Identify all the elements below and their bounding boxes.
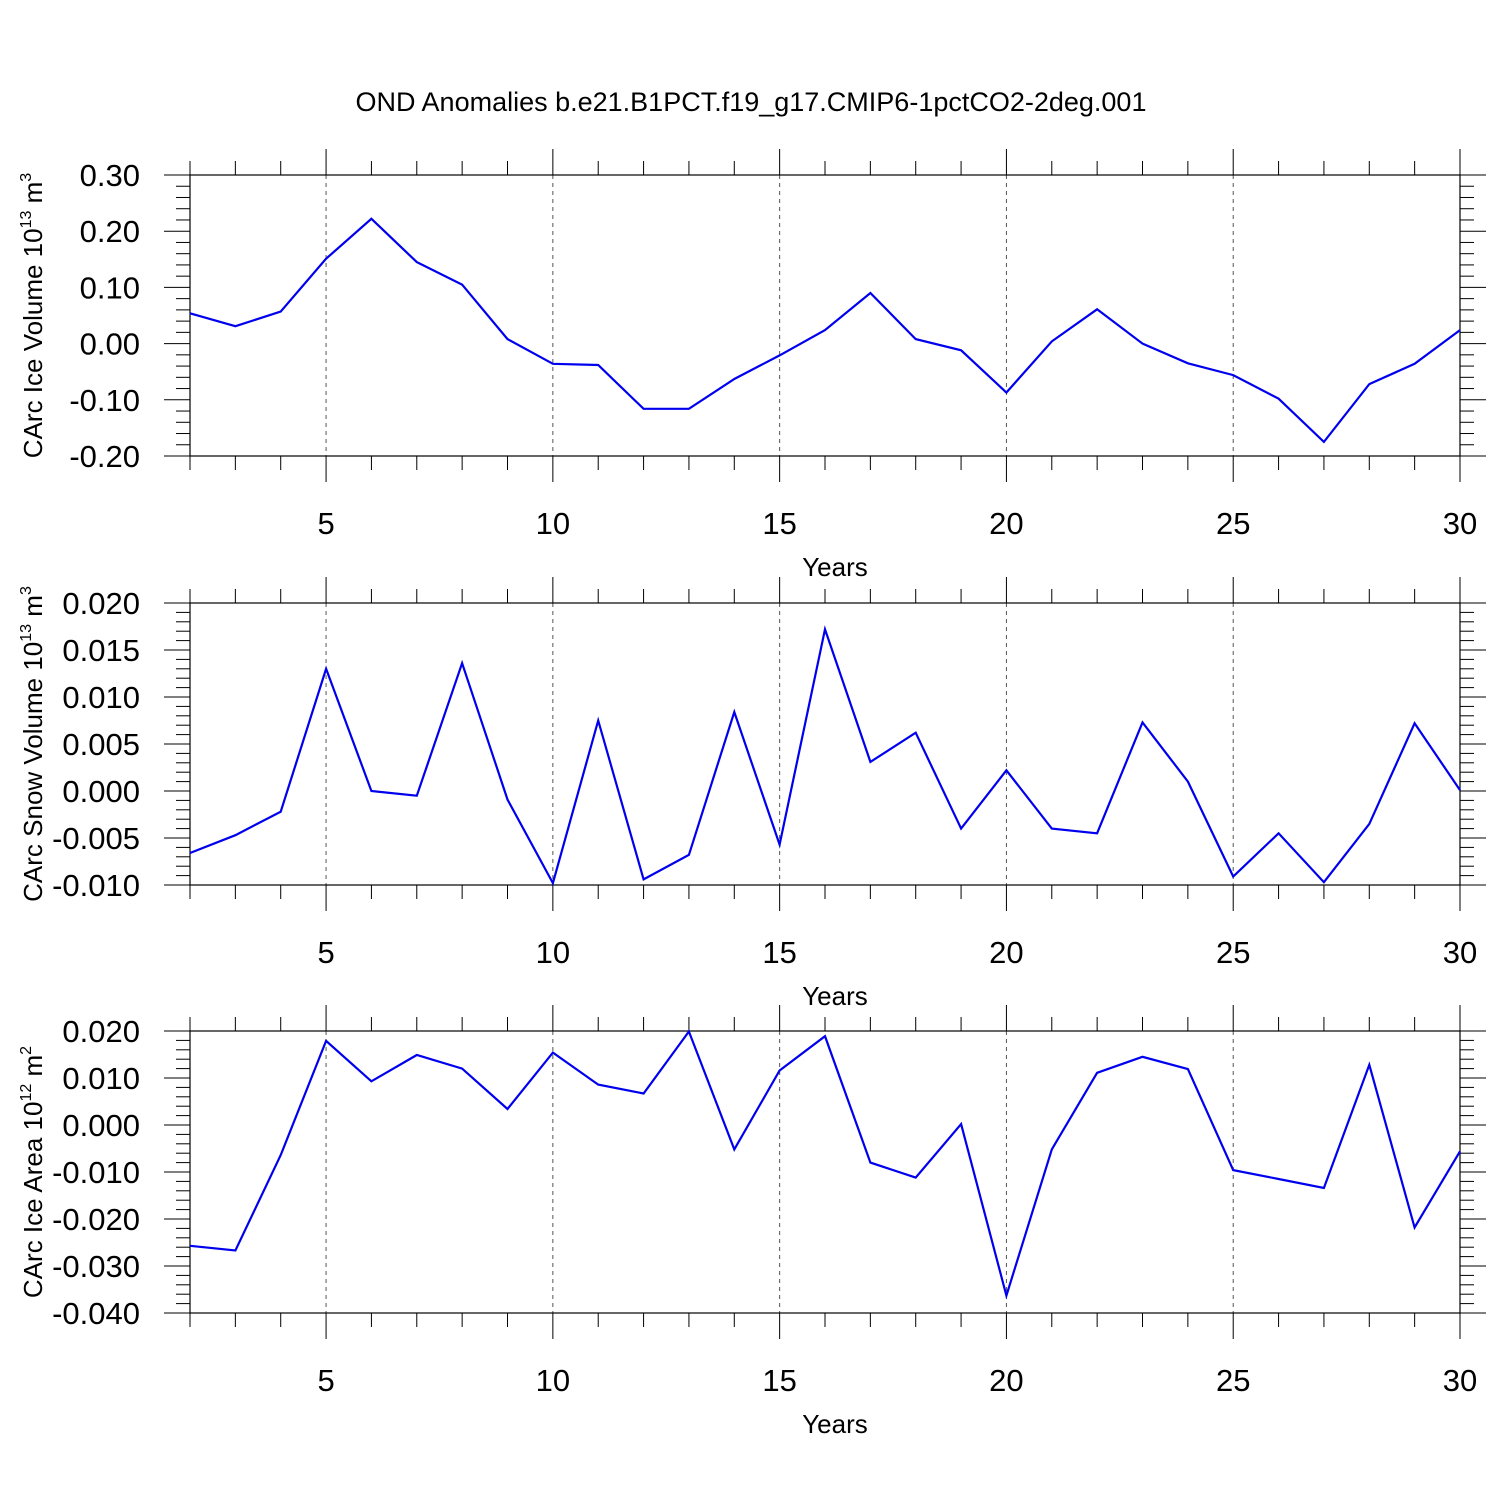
series-line [189, 625, 1461, 887]
y-tick-label: -0.020 [52, 1202, 140, 1237]
x-tick-label: 30 [1443, 935, 1477, 970]
series-line [189, 1029, 1461, 1300]
y-tick-label: 0.00 [80, 327, 140, 362]
y-tick-label: -0.10 [69, 383, 140, 418]
plot-frame [189, 174, 1461, 457]
y-tick-label: 0.10 [80, 270, 140, 305]
y-axis-label-exponent: 12 [18, 1084, 35, 1102]
y-axis-label-exponent: 13 [18, 624, 35, 642]
y-axis-label: CArc Snow Volume 1013 m3 [18, 586, 48, 902]
x-tick-label: 20 [989, 506, 1023, 541]
y-tick-label: -0.010 [52, 1155, 140, 1190]
x-tick-label: 25 [1216, 1363, 1250, 1398]
y-tick-label: 0.010 [62, 680, 140, 715]
figure-title: OND Anomalies b.e21.B1PCT.f19_g17.CMIP6-… [356, 87, 1147, 117]
y-tick-label: 0.20 [80, 214, 140, 249]
y-axis-label: CArc Ice Area 1012 m2 [18, 1046, 48, 1298]
y-tick-label: -0.040 [52, 1296, 140, 1331]
y-axis-label-exponent: 3 [18, 586, 35, 595]
x-tick-label: 5 [317, 506, 334, 541]
y-tick-label: -0.005 [52, 821, 140, 856]
y-tick-label: 0.000 [62, 774, 140, 809]
y-axis-label-exponent: 3 [18, 173, 35, 182]
y-axis-label-text: m [18, 595, 48, 624]
x-tick-label: 15 [762, 935, 796, 970]
y-axis-label-text: m [18, 1055, 48, 1084]
x-tick-label: 5 [317, 1363, 334, 1398]
plot-frame [189, 1030, 1461, 1314]
y-tick-label: 0.020 [62, 586, 140, 621]
x-tick-label: 15 [762, 506, 796, 541]
y-tick-label: 0.020 [62, 1014, 140, 1049]
y-axis-label-text: CArc Ice Area 10 [18, 1102, 48, 1299]
y-tick-label: 0.010 [62, 1061, 140, 1096]
x-tick-label: 10 [536, 506, 570, 541]
y-tick-label: 0.30 [80, 158, 140, 193]
y-tick-label: 0.015 [62, 633, 140, 668]
chart-panel-1: 5 10 15 20 25 30 -0.20 -0.10 0.00 0.10 0.20 0.30 Yea… [18, 149, 1486, 582]
y-axis-label-exponent: 2 [18, 1046, 35, 1055]
y-tick-label: 0.000 [62, 1108, 140, 1143]
x-tick-label: 10 [536, 935, 570, 970]
y-tick-label: 0.005 [62, 727, 140, 762]
chart-panel-3: 5 10 15 20 25 30 -0.040 -0.030 -0.020 -0.010 0.000… [18, 1005, 1486, 1439]
x-axis-label: Years [802, 1409, 868, 1439]
x-tick-label: 20 [989, 1363, 1023, 1398]
x-tick-label: 25 [1216, 506, 1250, 541]
y-axis-label-exponent: 13 [18, 211, 35, 229]
y-axis-label: CArc Ice Volume 1013 m3 [18, 173, 48, 458]
x-tick-label: 30 [1443, 506, 1477, 541]
y-axis-label-text: m [18, 182, 48, 211]
y-tick-label: -0.20 [69, 439, 140, 474]
series-line [189, 217, 1461, 444]
x-axis-label: Years [802, 552, 868, 582]
x-axis-label: Years [802, 981, 868, 1011]
y-tick-label: -0.010 [52, 868, 140, 903]
y-axis-label-text: CArc Ice Volume 10 [18, 228, 48, 458]
y-tick-label: -0.030 [52, 1249, 140, 1284]
x-tick-label: 15 [762, 1363, 796, 1398]
x-tick-label: 20 [989, 935, 1023, 970]
y-axis-label-text: CArc Snow Volume 10 [18, 642, 48, 902]
x-tick-label: 25 [1216, 935, 1250, 970]
x-tick-label: 10 [536, 1363, 570, 1398]
panels: 5 10 15 20 25 30-0.20-0.100.000.100.200.30Yea… [18, 149, 1486, 1439]
x-tick-label: 5 [317, 935, 334, 970]
x-tick-label: 30 [1443, 1363, 1477, 1398]
chart-panel-2: 5 10 15 20 25 30 -0.010 -0.005 0.000 0.005 0.010 0.… [18, 577, 1486, 1011]
